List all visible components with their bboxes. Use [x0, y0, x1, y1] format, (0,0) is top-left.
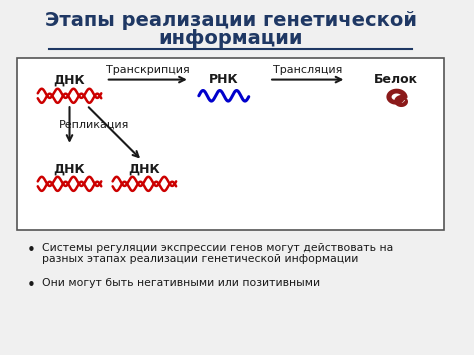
Text: Репликация: Репликация: [59, 120, 130, 130]
Text: Белок: Белок: [374, 73, 418, 86]
Text: ДНК: ДНК: [128, 162, 160, 175]
Text: Транскрипция: Транскрипция: [106, 65, 190, 75]
Text: •: •: [27, 243, 35, 258]
Text: РНК: РНК: [209, 73, 238, 86]
Text: Они могут быть негативными или позитивными: Они могут быть негативными или позитивны…: [42, 278, 320, 288]
Text: •: •: [27, 278, 35, 293]
Text: информации: информации: [158, 29, 303, 48]
Text: Системы регуляции экспрессии генов могут действовать на
разных этапах реализации: Системы регуляции экспрессии генов могут…: [42, 243, 393, 264]
FancyBboxPatch shape: [18, 58, 444, 230]
Text: Этапы реализации генетической: Этапы реализации генетической: [45, 11, 417, 30]
Text: Трансляция: Трансляция: [273, 65, 342, 75]
Text: ДНК: ДНК: [54, 73, 85, 86]
Text: ДНК: ДНК: [54, 162, 85, 175]
